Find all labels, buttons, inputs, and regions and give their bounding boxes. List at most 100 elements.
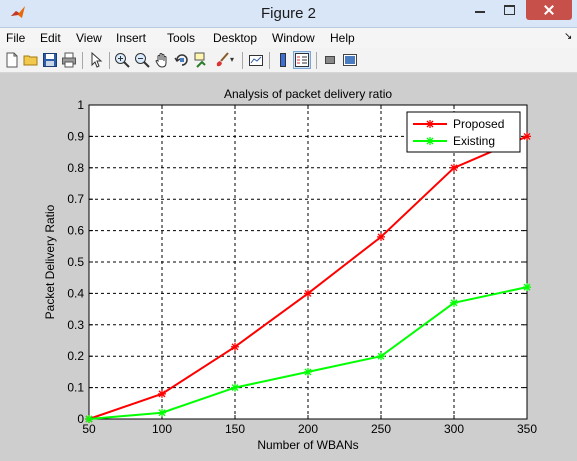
save-icon[interactable] (42, 52, 58, 68)
y-tick-label: 1 (77, 98, 84, 112)
colorbar-icon[interactable] (275, 52, 291, 68)
marker-stroke (158, 409, 166, 417)
x-tick-label: 100 (152, 422, 172, 436)
new-figure-icon[interactable] (4, 52, 20, 68)
menu-window[interactable]: Window (272, 31, 315, 45)
existing-data-point (450, 298, 458, 307)
x-tick-label: 50 (82, 422, 96, 436)
existing-data-point (231, 383, 239, 392)
zoom-in-icon[interactable] (114, 52, 130, 68)
marker-stroke (523, 283, 531, 291)
matlab-logo-icon (11, 6, 25, 18)
window-title: Figure 2 (260, 5, 317, 22)
y-tick-label: 0.9 (67, 129, 84, 143)
legend-proposed-label: Proposed (453, 117, 504, 131)
proposed-data-point (158, 389, 166, 398)
marker-stroke (450, 164, 458, 172)
menu-overflow-icon[interactable]: ↘ (564, 31, 573, 42)
menu-help[interactable]: Help (330, 31, 355, 45)
y-tick-label: 0.2 (67, 349, 84, 363)
x-tick-label: 250 (371, 422, 391, 436)
existing-data-point (304, 367, 312, 376)
toolbar-separator (242, 52, 243, 69)
marker-stroke (304, 368, 312, 376)
open-file-icon[interactable] (23, 52, 39, 68)
marker-stroke (304, 289, 312, 297)
marker-stroke (377, 352, 385, 360)
legend-proposed-marker (426, 120, 434, 128)
link-plot-icon[interactable] (248, 52, 264, 68)
y-tick-label: 0.7 (67, 192, 84, 206)
print-icon[interactable] (61, 52, 77, 68)
existing-data-point (85, 415, 93, 423)
figure-canvas: Analysis of packet delivery ratio 50 100 1… (0, 73, 577, 461)
brush-icon[interactable] (214, 52, 230, 68)
proposed-data-point (304, 289, 312, 298)
legend-existing-label: Existing (453, 134, 495, 148)
x-tick-label: 300 (444, 422, 464, 436)
toolbar: ▾ (0, 48, 577, 73)
y-tick-label: 0.8 (67, 161, 84, 175)
proposed-data-point (450, 163, 458, 172)
minimize-button[interactable] (467, 0, 493, 20)
y-tick-label: 0.4 (67, 286, 84, 300)
y-tick-label: 0.6 (67, 224, 84, 238)
marker-stroke (231, 343, 239, 351)
proposed-data-point (523, 132, 531, 141)
plot-frame (88, 104, 528, 420)
x-axis-label: Number of WBANs (257, 438, 358, 452)
y-tick-label: 0.5 (67, 255, 84, 269)
legend[interactable]: Proposed Existing (406, 111, 521, 153)
y-tick-label: 0.1 (67, 381, 84, 395)
maximize-button[interactable] (496, 0, 522, 20)
toolbar-separator (109, 52, 110, 69)
legend-icon[interactable] (293, 51, 311, 69)
x-tick-label: 200 (298, 422, 318, 436)
data-series (85, 132, 531, 423)
toolbar-separator (269, 52, 270, 69)
menu-tools[interactable]: Tools (167, 31, 196, 45)
menu-edit[interactable]: Edit (40, 31, 61, 45)
close-button[interactable] (526, 0, 572, 20)
x-tick-label: 150 (225, 422, 245, 436)
legend-existing-marker (426, 137, 434, 145)
rotate-3d-icon[interactable] (174, 52, 190, 68)
toolbar-separator (82, 52, 83, 69)
proposed-data-point (231, 342, 239, 351)
marker-stroke (426, 120, 434, 128)
existing-data-point (158, 408, 166, 417)
pan-hand-icon[interactable] (154, 52, 170, 68)
zoom-out-icon[interactable] (134, 52, 150, 68)
marker-stroke (450, 299, 458, 307)
data-cursor-icon[interactable] (194, 52, 210, 68)
edit-plot-arrow-icon[interactable] (88, 52, 104, 68)
menu-file[interactable]: File (6, 31, 26, 45)
marker-stroke (85, 415, 93, 423)
marker-stroke (158, 390, 166, 398)
title-bar: Figure 2 (0, 0, 577, 28)
line-chart: Analysis of packet delivery ratio 50 100 1… (43, 87, 537, 452)
brush-dropdown-icon[interactable]: ▾ (230, 55, 235, 64)
y-tick-label: 0.3 (67, 318, 84, 332)
menu-desktop[interactable]: Desktop (213, 31, 258, 45)
menu-bar: File Edit View Insert Tools Desktop Wind… (0, 28, 577, 48)
marker-stroke (523, 132, 531, 140)
y-tick-label: 0 (77, 412, 84, 426)
marker-stroke (377, 233, 385, 241)
show-plot-tools-icon[interactable] (342, 52, 358, 68)
grid-lines (89, 105, 527, 419)
marker-stroke (426, 137, 434, 145)
existing-data-point (377, 352, 385, 361)
y-axis-label: Packet Delivery Ratio (43, 204, 57, 319)
proposed-data-point (377, 232, 385, 241)
existing-data-point (523, 283, 531, 292)
toolbar-separator (316, 52, 317, 69)
chart-title: Analysis of packet delivery ratio (224, 87, 392, 101)
menu-insert[interactable]: Insert (116, 31, 147, 45)
hide-plot-tools-icon[interactable] (322, 52, 338, 68)
menu-view[interactable]: View (76, 31, 102, 45)
x-tick-label: 350 (517, 422, 537, 436)
legend-box (406, 111, 521, 153)
marker-stroke (231, 384, 239, 392)
axes: 50 100 150 200 250 300 350 0 0.1 0.2 0.3 0.4 0.5 0.6 0… (67, 98, 537, 436)
